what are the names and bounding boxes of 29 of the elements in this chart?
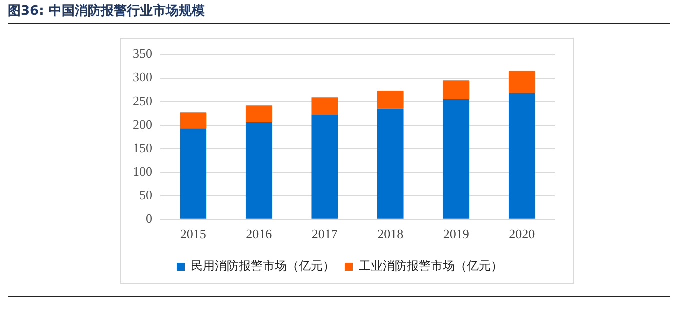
bar [508, 93, 536, 219]
bar [180, 112, 207, 129]
x-tick-label: 2015 [180, 226, 206, 242]
x-tick-label: 2020 [509, 226, 536, 242]
bar [312, 114, 338, 219]
legend-label: 工业消防报警市场（亿元） [359, 259, 503, 274]
x-tick-label: 2017 [312, 226, 338, 242]
bar [443, 80, 470, 100]
chart-title: 图36: 中国消防报警行业市场规模 [8, 2, 670, 24]
bar [377, 91, 404, 109]
y-tick-label: 100 [133, 164, 152, 179]
bar [246, 122, 272, 219]
y-tick-label: 0 [146, 210, 152, 226]
bar [443, 99, 470, 219]
x-tick-label: 2018 [378, 226, 404, 242]
legend-label: 民用消防报警市场（亿元） [191, 259, 335, 274]
y-tick-label: 250 [133, 93, 152, 108]
bar [246, 106, 272, 123]
bar [312, 98, 338, 115]
y-tick-label: 350 [133, 46, 152, 62]
bar [377, 108, 404, 219]
y-tick-label: 300 [133, 70, 152, 85]
bar [508, 71, 536, 94]
bar [180, 128, 207, 219]
y-tick-label: 200 [133, 116, 152, 132]
y-tick-label: 150 [133, 140, 152, 156]
y-tick-label: 50 [140, 187, 152, 202]
x-tick-label: 2016 [246, 226, 273, 242]
x-tick-label: 2019 [443, 226, 470, 242]
